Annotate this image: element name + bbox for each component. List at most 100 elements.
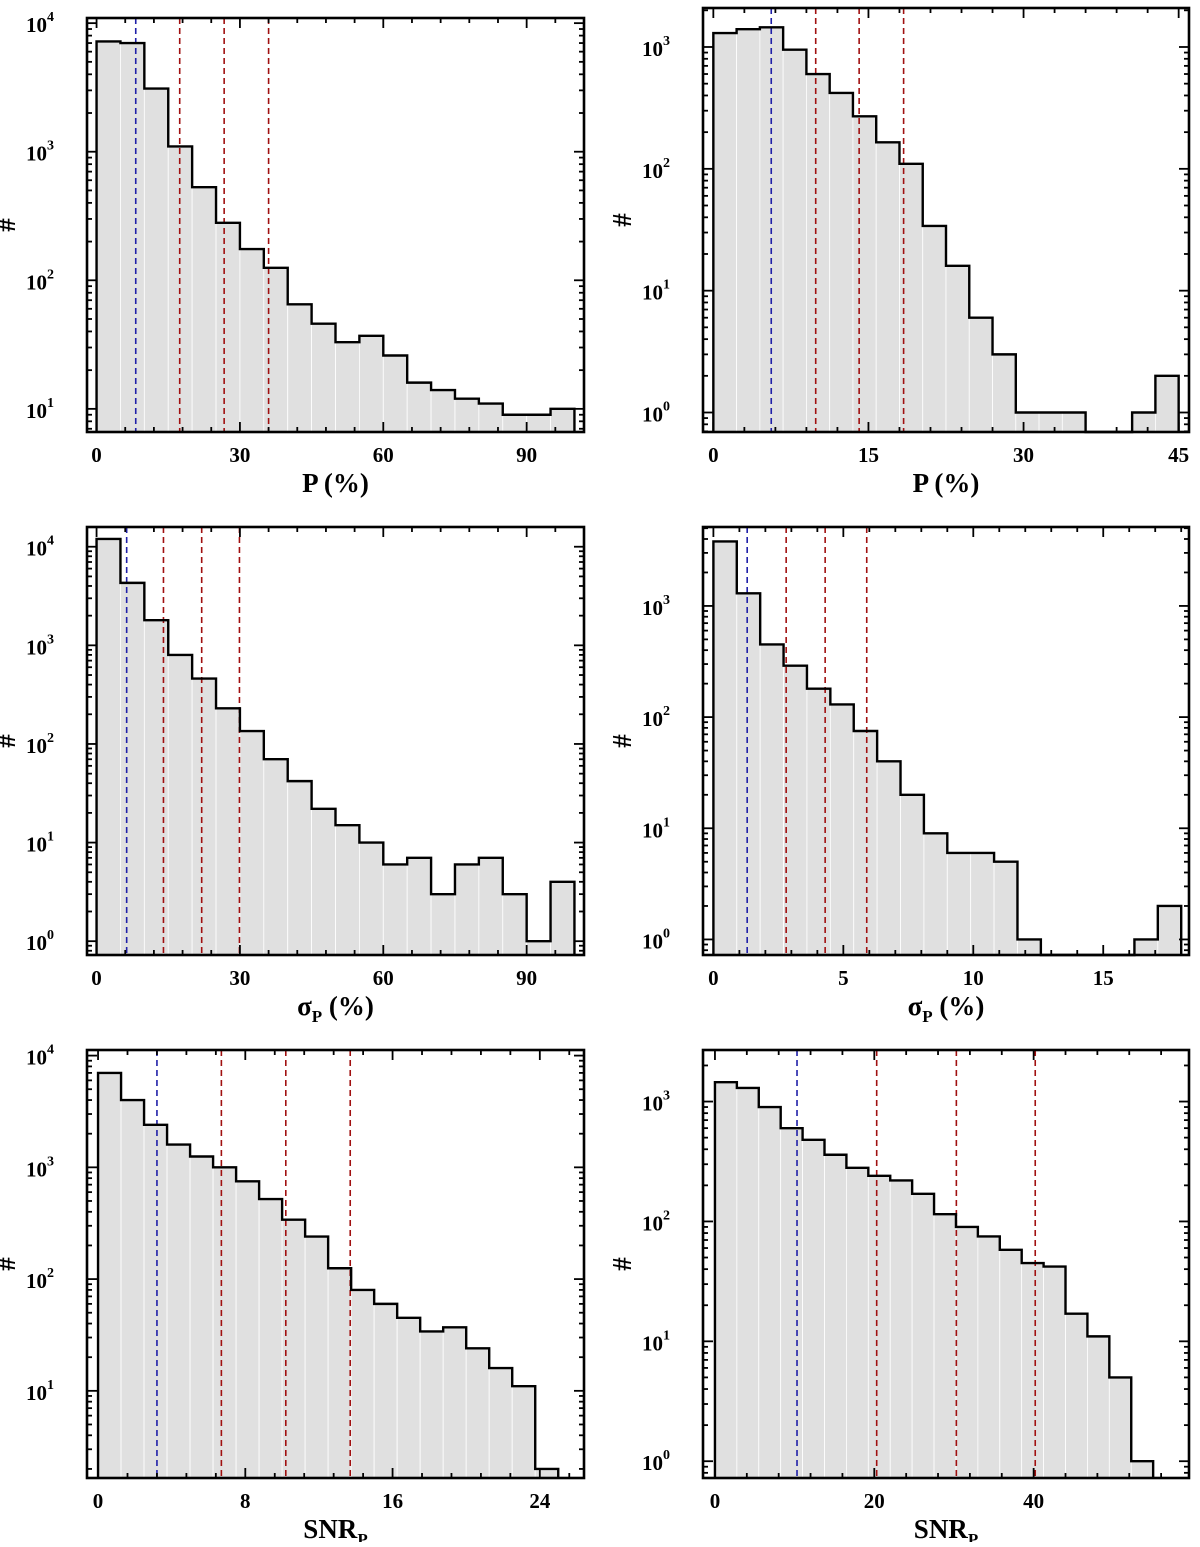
histogram-bar bbox=[875, 141, 900, 433]
histogram-bar bbox=[502, 893, 528, 956]
y-tick-label: 102 bbox=[26, 267, 54, 294]
y-tick-label: 101 bbox=[26, 1378, 54, 1405]
x-tick-label: 0 bbox=[91, 443, 102, 467]
x-tick-label: 30 bbox=[1013, 443, 1034, 467]
y-tick-label: 103 bbox=[642, 34, 670, 61]
plot-frame bbox=[701, 6, 1191, 434]
histogram-bar bbox=[189, 1156, 214, 1479]
histogram-bar bbox=[406, 857, 432, 956]
histogram-bar bbox=[167, 654, 193, 956]
histogram-bar bbox=[712, 32, 738, 433]
histogram-bar bbox=[430, 893, 456, 956]
y-tick-label: 102 bbox=[642, 156, 670, 183]
histogram-bar bbox=[212, 1166, 237, 1479]
histogram-bar bbox=[382, 864, 408, 956]
y-tick-label: 102 bbox=[26, 1266, 54, 1293]
histogram-bar bbox=[358, 335, 384, 433]
histogram-bar bbox=[526, 414, 551, 433]
x-tick-label: 0 bbox=[93, 1489, 104, 1513]
y-axis-label: # bbox=[0, 734, 21, 748]
x-tick-label: 60 bbox=[373, 966, 394, 990]
histogram-bar bbox=[806, 688, 831, 956]
x-axis-label: σP (%) bbox=[908, 991, 985, 1026]
y-tick-label: 102 bbox=[26, 731, 54, 758]
histogram-bar bbox=[215, 707, 241, 956]
histogram-bar bbox=[1130, 1460, 1154, 1479]
histogram-bar bbox=[258, 1198, 283, 1479]
x-tick-label: 40 bbox=[1023, 1489, 1044, 1513]
histogram-panel-sigmaP-subset: 0 5 10 15 100 101 102 103 σP (%) # bbox=[607, 525, 1191, 1026]
x-tick-label: 10 bbox=[963, 966, 984, 990]
histogram-bar bbox=[143, 1124, 168, 1479]
histogram-bar bbox=[900, 794, 925, 956]
histogram-bar bbox=[922, 225, 947, 433]
histogram-panel-SNR-full: 0 8 16 24 101 102 103 104 SNRP # bbox=[0, 1043, 586, 1547]
histogram-bar bbox=[419, 1331, 444, 1479]
x-tick-label: 24 bbox=[529, 1489, 551, 1513]
y-tick-label: 100 bbox=[642, 400, 670, 427]
histogram-bar bbox=[802, 1139, 825, 1479]
y-tick-label: 104 bbox=[26, 1043, 54, 1070]
histogram-bar bbox=[406, 382, 432, 433]
histogram-bar bbox=[311, 808, 336, 956]
y-tick-label: 103 bbox=[26, 1154, 54, 1181]
histogram-bar bbox=[511, 1385, 536, 1479]
y-tick-label: 102 bbox=[642, 1208, 670, 1235]
histogram-bar bbox=[97, 1072, 122, 1479]
y-tick-label: 104 bbox=[26, 10, 54, 37]
histogram-bar bbox=[191, 678, 217, 956]
histogram-bar bbox=[783, 665, 808, 956]
histogram-bar bbox=[235, 1180, 260, 1479]
histogram-bar bbox=[977, 1236, 1001, 1479]
histogram-bar bbox=[382, 355, 408, 433]
histogram-bar bbox=[1065, 1313, 1088, 1479]
plot-frame bbox=[701, 1048, 1191, 1480]
plot-frame bbox=[85, 525, 586, 957]
y-axis-label: # bbox=[607, 734, 637, 748]
histogram-bar bbox=[1108, 1377, 1132, 1479]
histogram-bar bbox=[1157, 905, 1182, 956]
x-tick-label: 5 bbox=[838, 966, 849, 990]
histogram-bar bbox=[992, 353, 1017, 433]
y-tick-label: 102 bbox=[642, 704, 670, 731]
y-tick-label: 100 bbox=[642, 1448, 670, 1475]
histogram-bar bbox=[999, 1249, 1023, 1479]
y-tick-label: 103 bbox=[642, 1089, 670, 1116]
x-axis-label: P (%) bbox=[913, 468, 980, 498]
histogram-bar bbox=[876, 760, 901, 956]
histogram-bar bbox=[396, 1317, 421, 1479]
histogram-bar bbox=[350, 1289, 375, 1479]
histogram-bar bbox=[478, 857, 504, 956]
histogram-bar bbox=[478, 403, 504, 433]
histogram-bar bbox=[759, 644, 784, 956]
histogram-bar bbox=[526, 940, 551, 956]
histogram-bar bbox=[1021, 1262, 1044, 1479]
histogram-bar bbox=[239, 730, 265, 956]
x-axis-label: SNRP bbox=[914, 1514, 978, 1542]
histogram-bar bbox=[829, 704, 855, 956]
histogram-bar bbox=[96, 538, 121, 956]
x-tick-label: 0 bbox=[710, 1489, 721, 1513]
x-tick-label: 0 bbox=[91, 966, 102, 990]
histogram-bar bbox=[534, 1468, 559, 1479]
y-tick-label: 103 bbox=[26, 139, 54, 166]
histogram-bar bbox=[120, 582, 145, 956]
histogram-bar bbox=[955, 1226, 979, 1479]
histogram-bar bbox=[287, 303, 313, 433]
histogram-bar bbox=[335, 341, 360, 433]
histogram-bar bbox=[993, 861, 1018, 956]
histogram-bar bbox=[430, 389, 456, 433]
histogram-bar bbox=[263, 758, 289, 956]
histogram-panel-sigmaP-full: 0 30 60 90 100 101 102 103 104 σP (%) # bbox=[0, 525, 586, 1026]
y-tick-label: 103 bbox=[642, 593, 670, 620]
histogram-bar bbox=[550, 408, 575, 433]
y-axis-label: # bbox=[0, 1257, 21, 1271]
histogram-bar bbox=[780, 1127, 803, 1479]
histogram-bar bbox=[758, 1106, 782, 1479]
histogram-bar bbox=[945, 265, 970, 433]
histogram-bar bbox=[96, 41, 121, 433]
y-axis-label: # bbox=[607, 1257, 637, 1271]
x-tick-label: 30 bbox=[229, 443, 250, 467]
histogram-bar bbox=[502, 414, 528, 433]
